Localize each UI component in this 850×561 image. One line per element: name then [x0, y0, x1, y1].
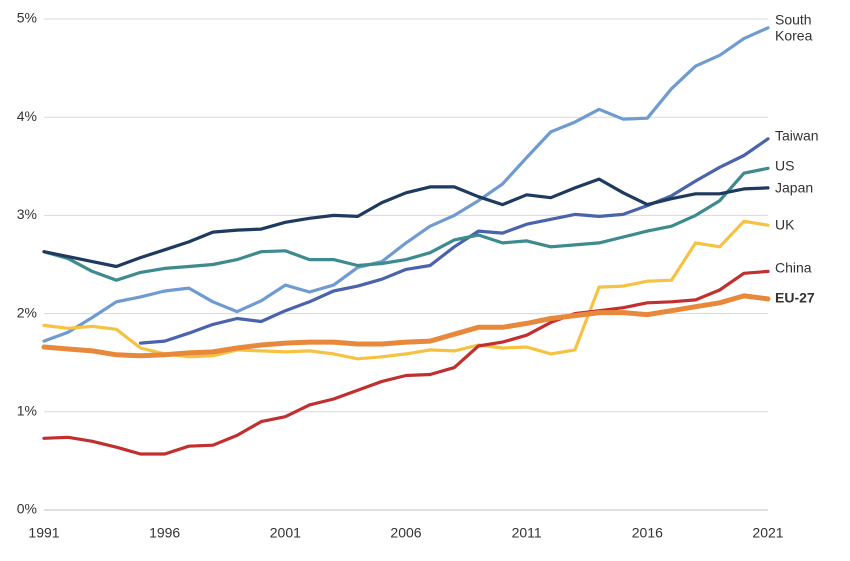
- series-label-south-korea: Korea: [775, 28, 813, 44]
- x-axis-ticks: 1991 1996 2001 2006 2011 2016 2021: [28, 525, 783, 541]
- x-tick-label: 2016: [632, 525, 663, 541]
- series-label-south-korea: South: [775, 12, 812, 28]
- y-tick-label: 5%: [17, 10, 37, 26]
- y-tick-label: 4%: [17, 108, 37, 124]
- y-tick-label: 2%: [17, 304, 37, 320]
- series-label-eu-27: EU-27: [775, 290, 815, 306]
- x-tick-label: 2021: [752, 525, 783, 541]
- series-label-japan: Japan: [775, 180, 813, 196]
- series-line-eu-27: [41, 293, 771, 359]
- x-tick-label: 2011: [512, 525, 542, 541]
- x-tick-label: 1991: [28, 525, 59, 541]
- y-tick-label: 3%: [17, 206, 37, 222]
- y-tick-label: 0%: [17, 501, 37, 517]
- series-line-japan: [42, 177, 770, 269]
- series-label-us: US: [775, 158, 794, 174]
- series-label-uk: UK: [775, 217, 795, 233]
- x-tick-label: 1996: [149, 525, 180, 541]
- series-line-south-korea: [42, 26, 770, 343]
- x-tick-label: 2001: [270, 525, 301, 541]
- series-label-china: China: [775, 260, 812, 276]
- y-axis-ticks: 0% 1% 2% 3% 4% 5%: [17, 10, 37, 517]
- series-line-us: [42, 166, 770, 282]
- gridlines: [44, 18, 768, 511]
- y-tick-label: 1%: [17, 403, 37, 419]
- x-tick-label: 2006: [390, 525, 421, 541]
- series-label-taiwan: Taiwan: [775, 128, 819, 144]
- series-line-china: [42, 269, 770, 456]
- series-lines: [41, 26, 771, 456]
